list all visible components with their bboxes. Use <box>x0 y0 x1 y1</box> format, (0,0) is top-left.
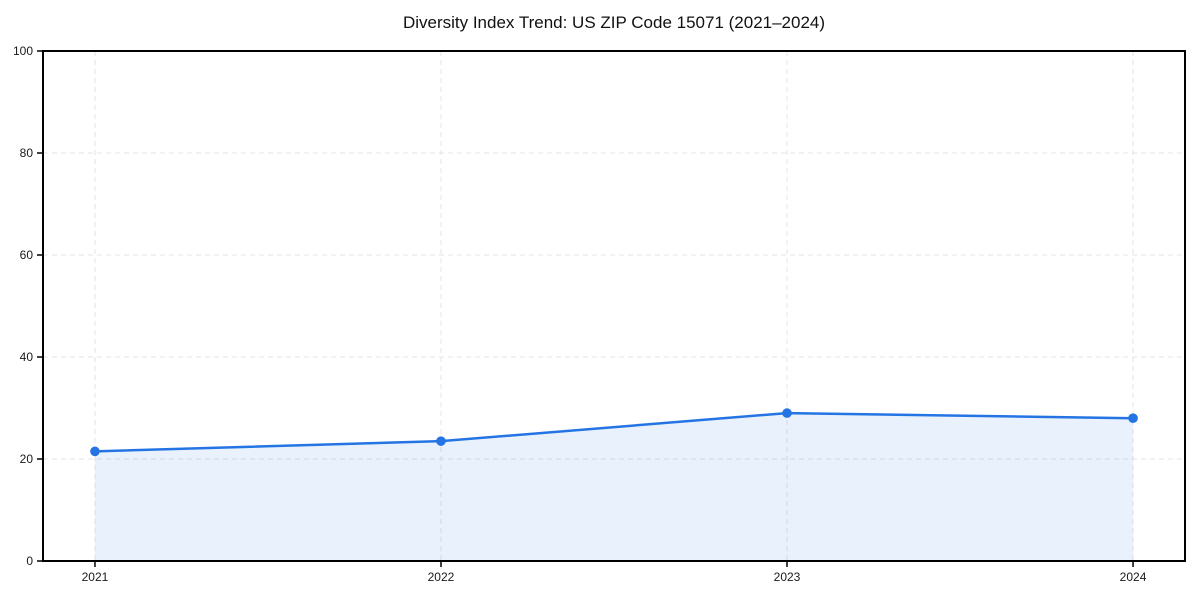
y-tick-label: 40 <box>20 350 34 364</box>
y-tick-label: 20 <box>20 452 34 466</box>
series-area-fill <box>94 413 1134 561</box>
y-tick-label: 80 <box>20 146 34 160</box>
y-tick-label: 100 <box>13 44 33 58</box>
data-point-2022 <box>436 436 446 446</box>
y-tick-label: 0 <box>26 554 33 568</box>
data-point-2021 <box>90 446 100 457</box>
x-tick-label: 2021 <box>82 570 109 584</box>
series-line <box>93 411 1135 453</box>
data-point-2024 <box>1128 413 1138 424</box>
x-tick-label: 2022 <box>428 570 455 584</box>
plot-spines <box>42 50 1186 562</box>
x-tick-label: 2023 <box>774 570 801 584</box>
chart-title: Diversity Index Trend: US ZIP Code 15071… <box>402 13 826 32</box>
data-point-2023 <box>782 408 792 418</box>
x-tick-label: 2024 <box>1120 570 1147 584</box>
y-tick-label: 60 <box>20 248 34 262</box>
